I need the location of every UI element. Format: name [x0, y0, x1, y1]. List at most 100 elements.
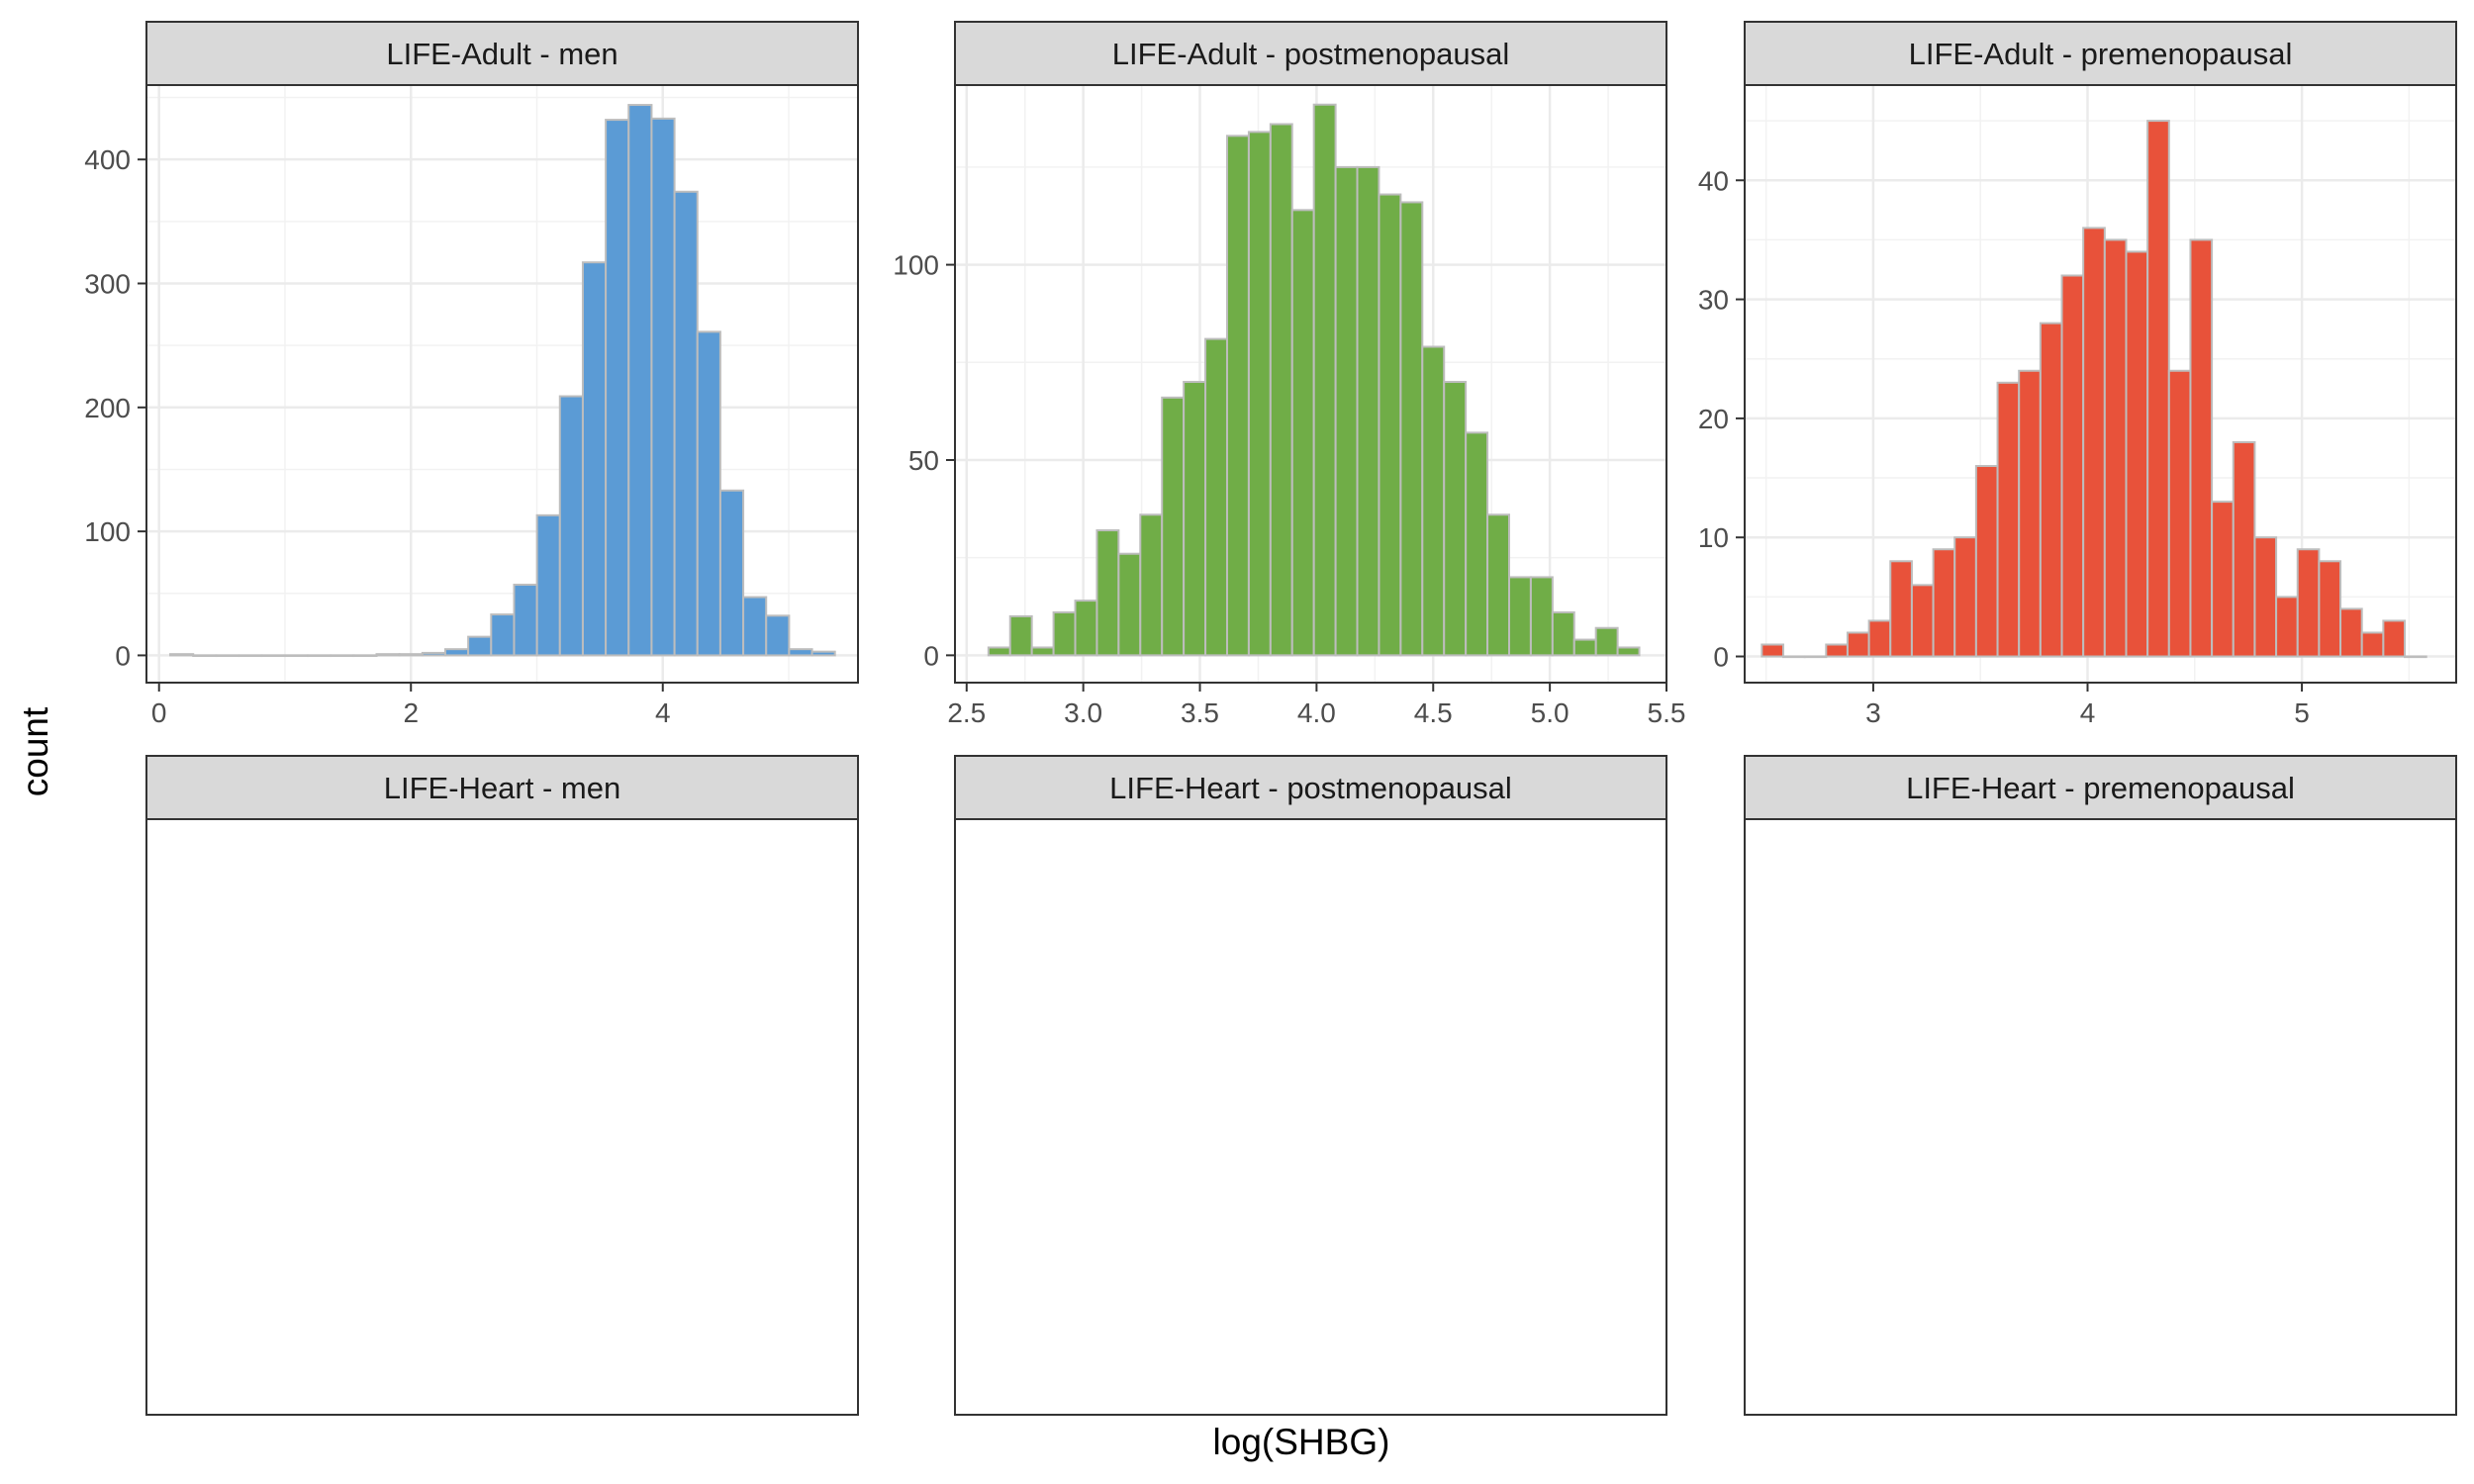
histogram-bar: [2232, 440, 2256, 658]
histogram-bar: [2082, 227, 2106, 658]
histogram-bar: [1486, 513, 1510, 657]
histogram-bar: [2018, 369, 2042, 658]
histogram-bar: [1803, 655, 1828, 659]
x-tick-label: 5.5: [1648, 697, 1686, 728]
histogram-bar: [1760, 643, 1784, 658]
histogram-bar: [2125, 250, 2149, 658]
histogram-bar: [192, 654, 218, 658]
histogram-bar: [696, 330, 721, 657]
histogram-bar: [2253, 536, 2278, 658]
histogram-bar: [1074, 600, 1098, 657]
histogram-bar: [2039, 322, 2063, 658]
y-tick-label: 0: [923, 640, 939, 671]
y-tick-label: 20: [1698, 404, 1729, 434]
panel-border: [1744, 818, 2457, 1416]
histogram-bar: [421, 651, 446, 657]
x-tick-label: 3: [1865, 697, 1881, 728]
histogram-bar: [1008, 614, 1033, 657]
histogram-bar: [398, 653, 424, 657]
histogram-bar: [718, 489, 745, 657]
histogram-bar: [673, 190, 699, 657]
facet-strip: [954, 21, 1667, 86]
x-tick-label: 5: [2294, 697, 2310, 728]
histogram-bar: [2339, 607, 2363, 658]
plot-background: [146, 819, 858, 1415]
histogram-bar: [2296, 548, 2321, 658]
histogram-bar: [2103, 238, 2128, 658]
y-tick-label: 400: [84, 144, 131, 175]
panel-border: [145, 818, 859, 1416]
facet-strip: [145, 755, 859, 820]
histogram-bar: [260, 654, 286, 658]
histogram-bar: [1117, 552, 1142, 657]
histogram-bar: [810, 650, 836, 657]
facet-strip-label: LIFE-Adult - premenopausal: [1909, 37, 2293, 71]
histogram-bar: [513, 584, 538, 657]
x-tick-label: 4.0: [1297, 697, 1336, 728]
facet-strip-label: LIFE-Heart - premenopausal: [1906, 771, 2295, 805]
histogram-bar: [467, 635, 493, 657]
y-tick-label: 40: [1698, 165, 1729, 196]
histogram-bar: [1572, 638, 1597, 657]
histogram-bar: [2146, 120, 2170, 658]
plot-background: [955, 819, 1666, 1415]
histogram-bar: [1183, 381, 1207, 657]
histogram-bar: [1334, 165, 1359, 657]
x-tick-label: 3.5: [1181, 697, 1219, 728]
histogram-bar: [1825, 643, 1849, 658]
x-tick-label: 2.5: [947, 697, 986, 728]
histogram-bar: [443, 648, 470, 657]
x-tick-label: 0: [151, 697, 167, 728]
histogram-bar: [2167, 369, 2192, 658]
histogram-bar: [1312, 103, 1337, 657]
histogram-bar: [1846, 631, 1870, 658]
histogram-bar: [650, 117, 676, 657]
histogram-bar: [2211, 501, 2235, 658]
histogram-bar: [169, 653, 195, 657]
y-tick-label: 100: [84, 516, 131, 547]
histogram-bar: [742, 596, 768, 657]
facet-strip-label: LIFE-Adult - postmenopausal: [1112, 37, 1510, 71]
histogram-bar: [1421, 345, 1446, 657]
y-tick-label: 30: [1698, 285, 1729, 316]
histogram-bar: [375, 653, 401, 657]
histogram-bar: [2360, 631, 2385, 658]
histogram-bar: [1529, 576, 1554, 657]
histogram-bar: [1095, 529, 1120, 657]
plot-background: [1745, 819, 2456, 1415]
histogram-bar: [1889, 560, 1913, 658]
histogram-bar: [788, 648, 813, 657]
x-tick-label: 3.0: [1064, 697, 1102, 728]
histogram-bar: [605, 119, 630, 657]
panel-border: [954, 84, 1667, 684]
histogram-bar: [1378, 193, 1402, 657]
histogram-bar: [1616, 646, 1641, 657]
histogram-bar: [1867, 619, 1892, 658]
histogram-bar: [558, 395, 584, 657]
y-tick-label: 50: [908, 445, 939, 476]
histogram-bar: [238, 654, 263, 658]
panel-border: [145, 84, 859, 684]
x-tick-label: 4.5: [1414, 697, 1453, 728]
histogram-bar: [1974, 465, 1999, 658]
facet-strip-label: LIFE-Heart - men: [384, 771, 620, 805]
histogram-bar: [352, 654, 378, 658]
histogram-bar: [1507, 576, 1532, 657]
x-tick-label: 5.0: [1531, 697, 1570, 728]
histogram-bar: [535, 513, 561, 657]
y-tick-label: 300: [84, 268, 131, 299]
histogram-bar: [2060, 274, 2085, 658]
y-tick-label: 0: [1713, 642, 1729, 673]
facet-panel: LIFE-Heart - postmenopausal: [954, 755, 1667, 1416]
histogram-bar: [1996, 381, 2021, 658]
histogram-bar: [1247, 131, 1272, 657]
histogram-bar: [1052, 610, 1077, 657]
histogram-bar: [1356, 165, 1380, 657]
histogram-bar: [1161, 396, 1186, 657]
facet-strip-label: LIFE-Heart - postmenopausal: [1109, 771, 1512, 805]
histogram-bar: [581, 261, 608, 657]
histogram-bar: [1290, 209, 1315, 657]
histogram-bar: [1953, 536, 1977, 658]
